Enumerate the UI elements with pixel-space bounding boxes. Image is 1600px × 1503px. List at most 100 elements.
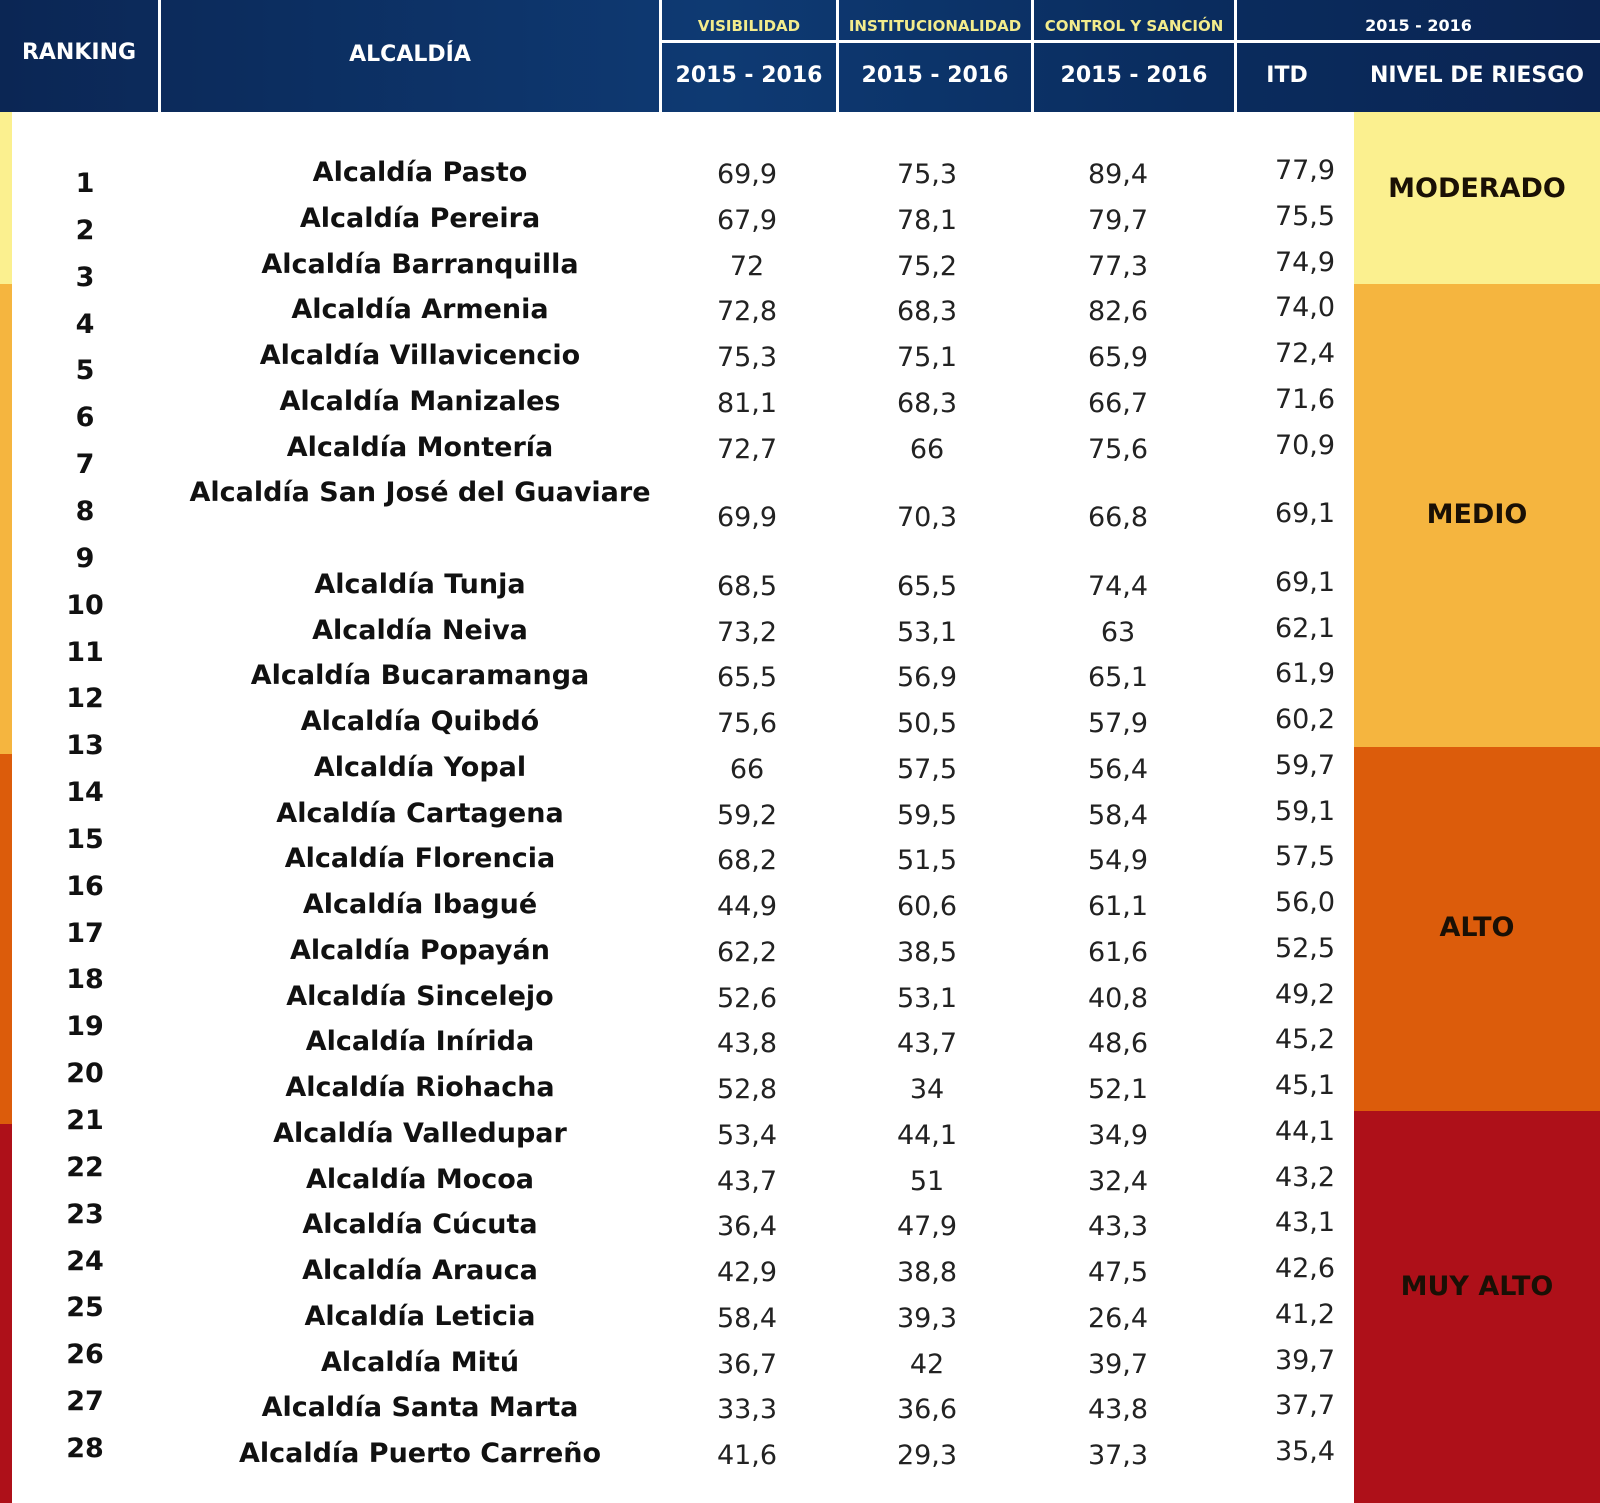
rank-number: 7: [75, 449, 95, 481]
itd-value: 35,4: [1274, 1436, 1336, 1467]
header-itd: ITD: [1266, 63, 1308, 88]
itd-value: 70,9: [1274, 429, 1336, 461]
control-value: 54,9: [1087, 845, 1149, 877]
visibilidad-value: 67,9: [716, 204, 778, 236]
header-period-institucionalidad: 2015 - 2016: [861, 63, 1009, 88]
visibilidad-value: 33,3: [716, 1394, 778, 1426]
institucionalidad-value: 29,3: [896, 1440, 958, 1471]
control-value: 52,1: [1087, 1074, 1149, 1105]
rank-number: 5: [75, 355, 95, 387]
institucionalidad-value: 68,3: [896, 296, 958, 328]
rank-number: 18: [66, 964, 104, 996]
itd-value: 74,0: [1274, 292, 1336, 324]
control-value: 48,6: [1087, 1028, 1149, 1060]
institucionalidad-value: 39,3: [896, 1302, 958, 1334]
institucionalidad-value: 68,3: [896, 387, 958, 419]
risk-level-label: MODERADO: [1388, 173, 1566, 204]
header-institucionalidad: INSTITUCIONALIDAD: [848, 17, 1022, 35]
alcaldia-name: Alcaldía Puerto Carreño: [238, 1438, 602, 1469]
rank-number: 20: [66, 1058, 104, 1090]
control-value: 74,4: [1087, 570, 1149, 602]
visibilidad-value: 36,4: [716, 1211, 778, 1243]
alcaldia-name: Alcaldía Leticia: [304, 1300, 536, 1332]
control-value: 66,7: [1087, 387, 1149, 419]
institucionalidad-value: 51: [909, 1165, 945, 1197]
institucionalidad-value: 56,9: [896, 662, 958, 694]
itd-value: 44,1: [1274, 1115, 1336, 1147]
rank-number: 12: [66, 683, 104, 715]
alcaldia-name: Alcaldía Riohacha: [285, 1072, 555, 1103]
risk-level-label: ALTO: [1439, 911, 1515, 943]
risk-level-box: [1354, 747, 1600, 1108]
control-value: 75,6: [1087, 433, 1149, 465]
risk-level-box: [1354, 1111, 1600, 1503]
alcaldia-name: Alcaldía Tunja: [314, 568, 526, 600]
visibilidad-value: 75,6: [716, 708, 778, 739]
itd-value: 45,2: [1274, 1024, 1336, 1056]
itd-value: 59,1: [1274, 795, 1336, 827]
institucionalidad-value: 38,8: [896, 1257, 958, 1288]
rank-number: 23: [66, 1198, 104, 1230]
header-period-control: 2015 - 2016: [1060, 63, 1208, 88]
alcaldia-name: Alcaldía Villavicencio: [259, 340, 581, 371]
rank-number: 9: [75, 542, 95, 574]
itd-value: 69,1: [1274, 498, 1336, 530]
alcaldia-name: Alcaldía Neiva: [312, 614, 528, 646]
institucionalidad-value: 65,5: [896, 570, 958, 602]
header-divider: [1234, 0, 1237, 112]
itd-value: 56,0: [1274, 887, 1336, 918]
control-value: 37,3: [1087, 1440, 1149, 1471]
control-value: 66,8: [1087, 502, 1149, 534]
itd-value: 59,7: [1274, 749, 1336, 781]
institucionalidad-value: 60,6: [896, 891, 958, 922]
rank-number: 26: [66, 1339, 104, 1371]
itd-value: 75,5: [1274, 200, 1336, 232]
itd-value: 39,7: [1274, 1344, 1336, 1376]
rank-number: 8: [75, 495, 95, 527]
visibilidad-value: 81,1: [716, 387, 778, 419]
control-value: 26,4: [1087, 1302, 1149, 1334]
alcaldia-name: Alcaldía Valledupar: [273, 1117, 567, 1149]
header-divider: [1031, 0, 1034, 112]
rank-number: 4: [75, 308, 95, 340]
alcaldia-name: Alcaldía Bucaramanga: [250, 660, 590, 692]
alcaldia-name: Alcaldía Barranquilla: [261, 248, 579, 280]
rank-number: 21: [66, 1105, 104, 1136]
visibilidad-value: 41,6: [716, 1440, 778, 1471]
risk-level-box: [1354, 112, 1600, 282]
rank-number: 11: [66, 636, 104, 668]
alcaldia-name: Alcaldía Mitú: [320, 1346, 520, 1378]
institucionalidad-value: 47,9: [896, 1211, 958, 1243]
itd-value: 37,7: [1274, 1390, 1336, 1422]
alcaldia-name: Alcaldía Montería: [286, 431, 554, 463]
visibilidad-value: 73,2: [716, 616, 778, 648]
alcaldia-name: Alcaldía Popayán: [290, 934, 550, 966]
itd-value: 72,4: [1274, 338, 1336, 369]
visibilidad-value: 69,9: [716, 502, 778, 534]
control-value: 61,6: [1087, 936, 1149, 968]
control-value: 40,8: [1087, 982, 1149, 1014]
institucionalidad-value: 50,5: [896, 708, 958, 739]
risk-level-box: [1354, 285, 1600, 744]
visibilidad-value: 65,5: [716, 662, 778, 694]
itd-value: 43,1: [1274, 1207, 1336, 1239]
control-value: 82,6: [1087, 296, 1149, 328]
institucionalidad-value: 42: [909, 1348, 945, 1380]
visibilidad-value: 72,8: [716, 296, 778, 328]
rank-number: 28: [66, 1432, 104, 1464]
control-value: 63: [1100, 616, 1136, 648]
institucionalidad-value: 43,7: [896, 1028, 958, 1060]
institucionalidad-value: 75,1: [896, 342, 958, 373]
rank-number: 2: [75, 214, 95, 246]
alcaldia-name: Alcaldía Cartagena: [276, 797, 564, 829]
visibilidad-value: 42,9: [716, 1257, 778, 1288]
itd-value: 60,2: [1274, 704, 1336, 735]
institucionalidad-value: 38,5: [896, 936, 958, 968]
institucionalidad-value: 44,1: [896, 1119, 958, 1151]
alcaldia-name: Alcaldía Pereira: [299, 202, 541, 234]
rank-number: 13: [66, 730, 104, 762]
alcaldia-name: Alcaldía Inírida: [305, 1026, 535, 1058]
alcaldia-name: Alcaldía Cúcuta: [302, 1209, 538, 1241]
header-control-sancion: CONTROL Y SANCIÓN: [1044, 17, 1224, 35]
alcaldia-name: Alcaldía Ibagué: [302, 889, 538, 920]
